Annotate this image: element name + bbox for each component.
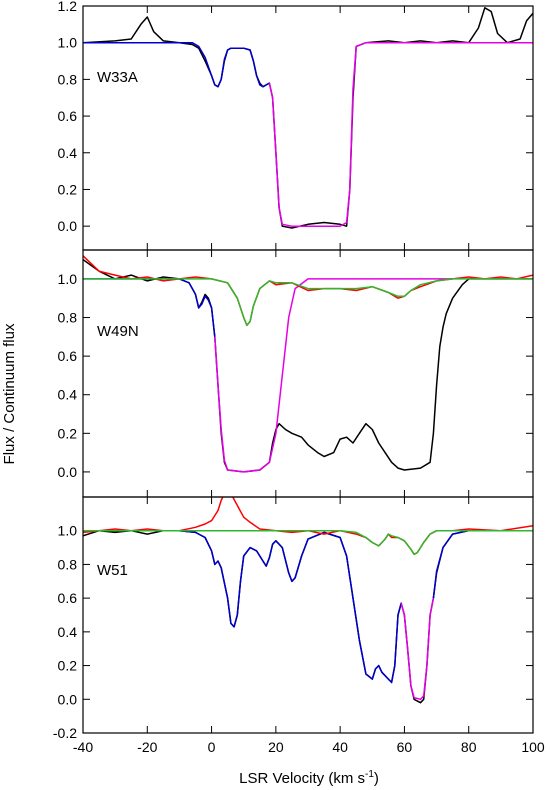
y-tick-label: 0.4 [58,145,78,161]
panel-label: W49N [97,323,139,340]
series-group [83,255,533,473]
y-tick-label: 0.6 [58,590,78,606]
x-axis-label: LSR Velocity (km s-1) [239,769,379,787]
panels: 0.0 0.2 0.4 0.6 0.8 1.0 1.2 W33A 0.0 0.2 0.4 0.6 0.8… [53,0,545,755]
series-line [83,529,533,556]
series-line [83,41,270,88]
series-line [268,41,533,227]
x-tick-labels: -40 -20 0 20 40 60 80 100 [73,739,545,755]
x-axis-label-tail: ) [374,770,379,787]
series-group [83,497,533,704]
panel-label: W51 [97,562,128,579]
y-tick-label: 1.0 [58,271,78,287]
series-line [83,255,533,327]
y-tick-label: 0.6 [58,348,78,364]
y-tick-label: 0.8 [58,556,78,572]
y-tick-label: 0.2 [58,181,78,197]
x-tick-label: 40 [332,739,348,755]
x-tick-label: 80 [461,739,477,755]
series-group [83,7,533,229]
panel-w49n: 0.0 0.2 0.4 0.6 0.8 1.0 W49N [58,249,534,498]
panel-w51: -0.2 0.0 0.2 0.4 0.6 0.8 1.0 W51 [53,496,534,741]
panel-w33a: 0.0 0.2 0.4 0.6 0.8 1.0 1.2 W33A [58,0,534,251]
x-tick-label: 0 [208,739,216,755]
y-tick-label: 1.0 [58,35,78,51]
y-tick-label: 0.8 [58,71,78,87]
series-line [83,278,533,327]
y-tick-label: 0.8 [58,310,78,326]
x-tick-label: 20 [268,739,284,755]
plot-frame [82,249,534,498]
y-tick-label: 0.6 [58,108,78,124]
series-line [83,278,216,337]
y-tick-label: -0.2 [53,725,77,741]
x-tick-label: 100 [521,739,545,755]
x-axis-label-sup: -1 [365,769,374,780]
series-line [214,278,453,473]
y-tick-label: 0.0 [58,218,78,234]
x-tick-label: -40 [73,739,93,755]
x-tick-label: -20 [137,739,157,755]
x-tick-label: 60 [397,739,413,755]
y-tick-label: 0.2 [58,658,78,674]
y-tick-label: 0.2 [58,425,78,441]
x-axis-label-main: LSR Velocity (km s [239,770,365,787]
series-line [83,258,533,473]
series-line [432,529,533,599]
series-line [400,597,435,701]
y-tick-label: 0.0 [58,691,78,707]
panel-label: W33A [97,69,138,86]
y-tick-label: 1.0 [58,523,78,539]
y-tick-label: 0.4 [58,624,78,640]
y-tick-label: 0.4 [58,387,78,403]
series-line [83,529,402,684]
series-line [83,7,533,229]
plot-frame [82,496,534,734]
y-axis-label: Flux / Continuum flux [1,323,18,464]
y-tick-label: 0.0 [58,464,78,480]
series-line [83,497,533,556]
y-tick-label: 1.2 [58,0,78,14]
series-line [83,529,533,704]
